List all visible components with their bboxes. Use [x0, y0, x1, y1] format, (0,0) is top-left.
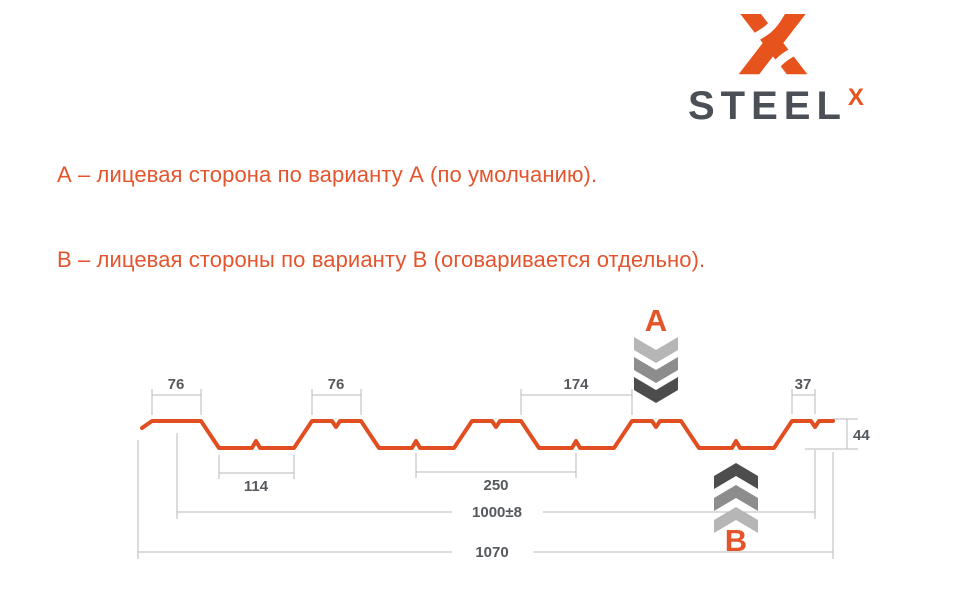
- marker-a: А: [634, 303, 678, 403]
- x-icon-diagonal-2: [738, 14, 806, 75]
- steelx-x-icon: [730, 12, 816, 78]
- dim-height: 44: [805, 418, 870, 450]
- dim-label: 174: [563, 376, 589, 393]
- dim-label: 1000±8: [472, 504, 522, 521]
- brand-sup-x: X: [847, 84, 864, 111]
- marker-a-label: А: [645, 303, 667, 338]
- marker-b-label: В: [725, 523, 747, 558]
- x-icon-s-gap-lower: [764, 35, 816, 78]
- x-icon-s-gap-upper: [730, 12, 785, 54]
- dim-label: 250: [483, 477, 508, 494]
- chevron-down-icon: [634, 357, 678, 383]
- dim-label: 114: [244, 478, 269, 495]
- chevron-down-icon: [634, 337, 678, 363]
- brand-name: STEELX: [688, 84, 918, 132]
- dim-top-flange-1: 76: [151, 376, 202, 415]
- dim-label: 76: [328, 376, 345, 393]
- chevron-up-icon: [714, 485, 758, 511]
- dim-pitch: 250: [415, 453, 577, 494]
- dim-top-flange-2: 76: [311, 376, 362, 415]
- dim-overall-width: 1070: [137, 440, 834, 561]
- chevron-up-icon: [714, 507, 758, 533]
- dim-label: 76: [168, 376, 185, 393]
- note-variant-a: А – лицевая сторона по варианту А (по ум…: [57, 162, 598, 187]
- brand-logo: STEELX: [688, 12, 918, 132]
- dim-label: 37: [795, 376, 812, 393]
- dim-edge-lap: 37: [791, 376, 816, 414]
- chevron-down-icon: [634, 377, 678, 403]
- dim-rib-gap: 174: [520, 376, 633, 415]
- dim-bottom-flange: 114: [218, 455, 295, 495]
- chevron-up-icon: [714, 463, 758, 489]
- marker-b: В: [714, 463, 758, 558]
- dim-label: 44: [853, 427, 870, 444]
- dim-working-width: 1000±8: [176, 433, 816, 521]
- note-variant-b: В – лицевая стороны по варианту В (огова…: [57, 247, 706, 272]
- dim-label: 1070: [475, 544, 508, 561]
- brand-name-text: STEEL: [688, 84, 847, 128]
- profile-outline: [140, 419, 835, 450]
- profile-diagram: 76 76 174 37 44 114 250: [137, 303, 870, 561]
